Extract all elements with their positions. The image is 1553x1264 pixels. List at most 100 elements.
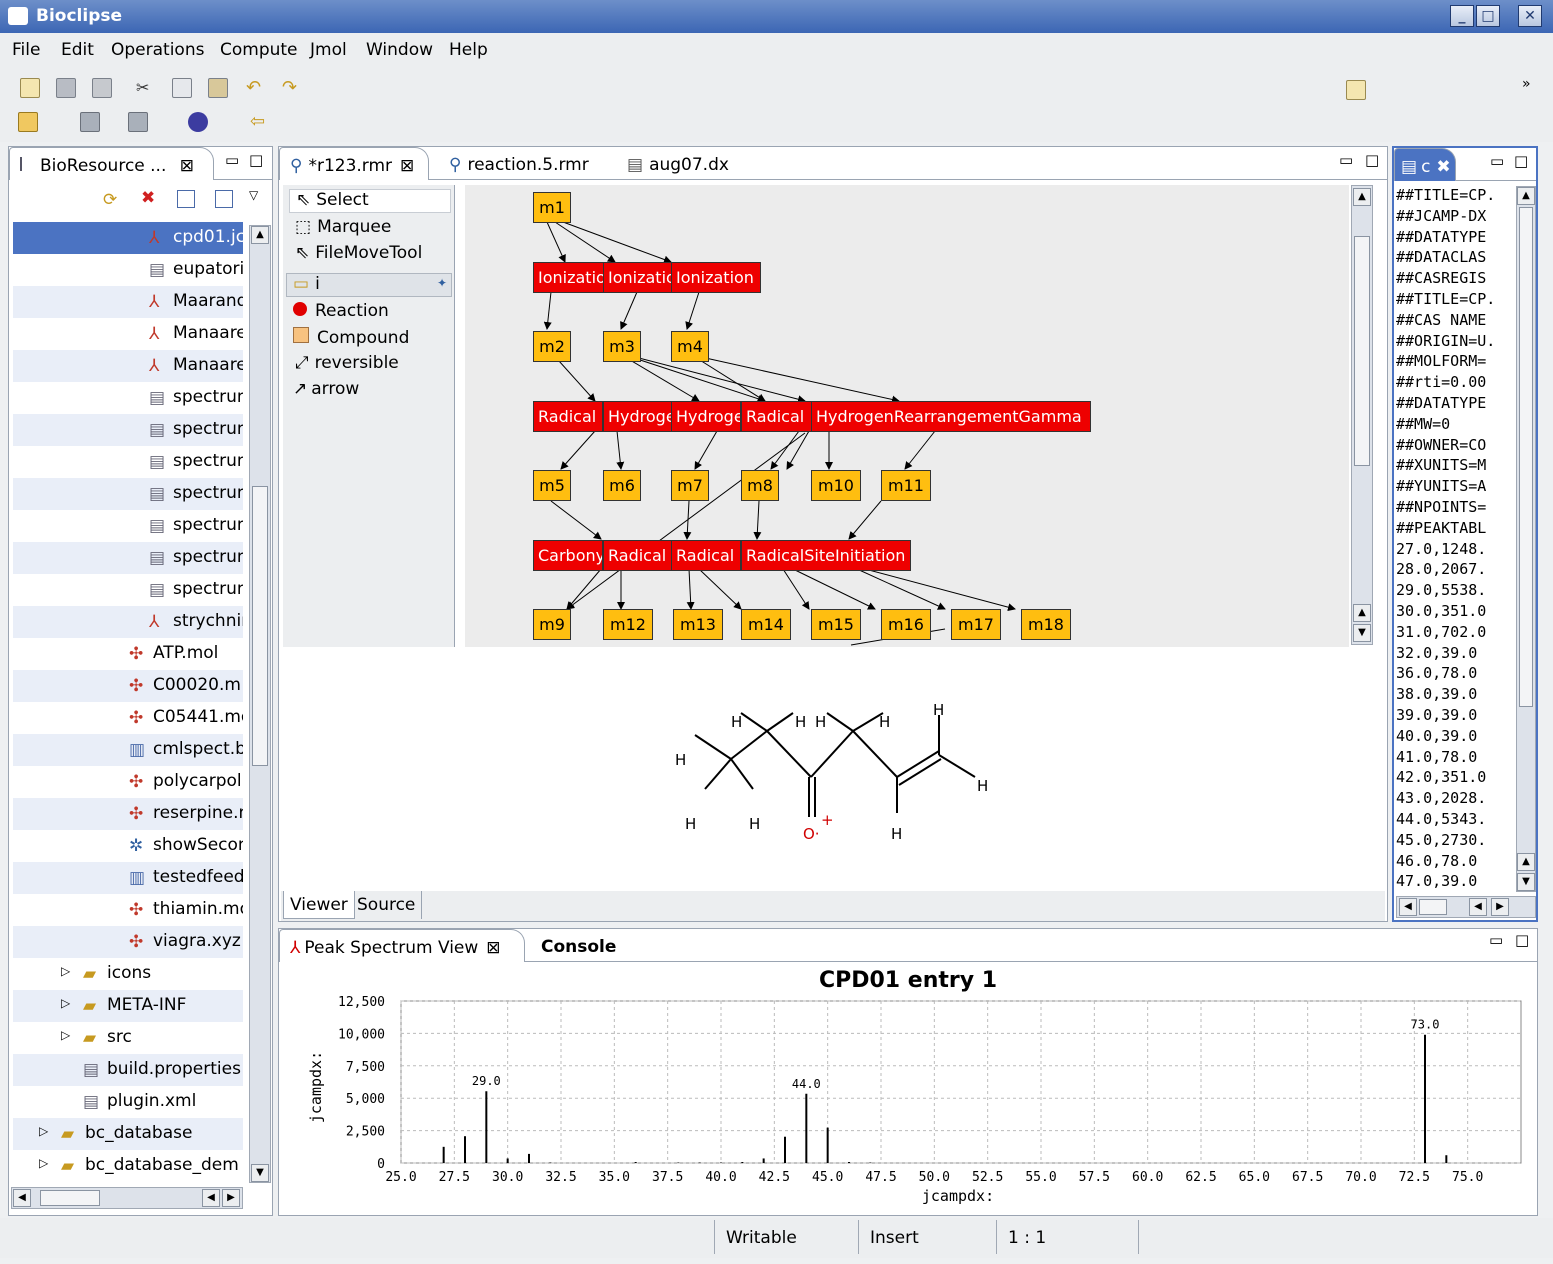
reaction-node[interactable]: RadicalSiteInitiation [741,540,911,571]
scroll-left-icon[interactable]: ◀ [13,1189,31,1207]
reaction-canvas[interactable]: m1 m2 m3 m4 m5 m6 m7 m8 m10 m11 m9 m12 m13 m14 m15 m16 m… [465,185,1349,647]
view-menu-icon[interactable]: ▽ [249,188,259,202]
molecule-node[interactable]: m13 [673,609,723,640]
tree-item[interactable]: ⅄ Manaare [13,318,243,350]
jcamp-text[interactable]: ##TITLE=CP. ##JCAMP-DX ##DATATYPE ##DATACLA… [1396,186,1514,892]
reaction-node[interactable]: Radical [603,540,673,571]
molecule-node[interactable]: m14 [741,609,791,640]
tree-item[interactable]: ▤ plugin.xml [13,1086,243,1118]
molecule-node[interactable]: m12 [603,609,653,640]
minimize-button[interactable]: _ [1450,5,1474,27]
scroll-up-icon[interactable]: ▲ [251,226,269,244]
reaction-node[interactable]: Ionizatio [533,262,605,293]
tree-item[interactable]: ▤ spectrum [13,446,243,478]
tab-viewer[interactable]: Viewer [283,891,355,919]
run-icon[interactable] [80,112,100,132]
tree-item[interactable]: ▤ eupatori [13,254,243,286]
tree-item[interactable]: ⅄ Manaare [13,350,243,382]
tab-aug07[interactable]: ▤ aug07.dx [617,147,767,180]
expand-arrow-icon[interactable]: ▷ [39,1124,49,1138]
new-icon[interactable] [20,78,40,98]
expand-arrow-icon[interactable]: ▷ [61,996,71,1010]
expand-arrow-icon[interactable]: ▷ [39,1156,49,1170]
scroll-right-icon-2[interactable]: ▶ [222,1189,240,1207]
paste-icon[interactable] [208,78,228,98]
scroll-down-icon-2[interactable]: ▼ [1353,624,1371,642]
scroll-thumb[interactable] [252,486,268,766]
scroll-right-icon[interactable]: ▶ [1491,898,1509,916]
molecule-node[interactable]: m9 [533,609,571,640]
jcamp-hscroll-thumb[interactable] [1419,899,1447,915]
scroll-down-icon[interactable]: ▼ [251,1164,269,1182]
cut-icon[interactable]: ✂ [136,78,150,97]
maximize-view-icon[interactable]: □ [1515,931,1530,949]
chevron-more-icon[interactable]: » [1522,76,1531,92]
tab-bioresource[interactable]: BioResource ... ⊠ [9,147,214,180]
molecule-node[interactable]: m4 [671,331,709,362]
molecule-node[interactable]: m5 [533,470,571,501]
tree-item[interactable]: ✣ thiamin.mol [13,894,243,926]
tab-r123[interactable]: ⚲ *r123.rmr ⊠ [279,147,429,180]
palette-marquee[interactable]: ⬚ Marquee [295,217,392,237]
delete-icon[interactable]: ✖ [141,188,156,208]
close-tab-icon[interactable]: ⊠ [179,156,195,176]
tree-item[interactable]: ⅄ cpd01.jc [13,222,243,254]
menu-edit[interactable]: Edit [61,40,94,60]
molecule-node[interactable]: m7 [671,470,709,501]
scroll-right-icon[interactable]: ◀ [202,1189,220,1207]
tree-item[interactable]: ▥ cmlspect.bi [13,734,243,766]
canvas-scroll-thumb[interactable] [1354,236,1370,466]
tree-vscrollbar[interactable]: ▲ ▼ [249,225,271,1183]
tree-item[interactable]: ✣ ATP.mol [13,638,243,670]
tree-item[interactable]: ⅄ Maarand [13,286,243,318]
menu-jmol[interactable]: Jmol [310,40,347,60]
structure-viewer[interactable]: H H H H H H H H H H O· + [281,649,1385,891]
expand-arrow-icon[interactable]: ▷ [61,1028,71,1042]
tree-item[interactable]: ▥ testedfeeds [13,862,243,894]
redo-icon[interactable]: ↷ [282,77,298,98]
palette-compound[interactable]: Compound [289,327,409,348]
minimize-view-icon[interactable]: ▭ [225,151,240,169]
menu-window[interactable]: Window [366,40,434,60]
spectrum-chart[interactable]: 25.0 27.5 30.0 32.5 35.0 37.5 40.0 42.5 45.0 47.5… [281,963,1535,1213]
molecule-node[interactable]: m8 [741,470,779,501]
tab-peak-spectrum[interactable]: ⅄ Peak Spectrum View ⊠ [279,929,525,962]
tree-item[interactable]: ✲ showSecon [13,830,243,862]
print-icon[interactable] [92,78,112,98]
molecule-node[interactable]: m3 [603,331,641,362]
reaction-node[interactable]: Hydroge [603,401,673,432]
tree-item[interactable]: ✣ reserpine.m [13,798,243,830]
reaction-node[interactable]: Carbony [533,540,603,571]
molecule-node[interactable]: m15 [811,609,861,640]
tab-console[interactable]: Console [541,937,617,957]
tree-item[interactable]: ▤ spectrum [13,542,243,574]
minimize-view-icon[interactable]: ▭ [1489,931,1504,949]
tree-item[interactable]: ▤ spectrum [13,574,243,606]
molecule-node[interactable]: m2 [533,331,571,362]
minimize-view-icon[interactable]: ▭ [1490,152,1505,170]
palette-arrow[interactable]: ↗ arrow [293,379,360,399]
scroll-up-icon[interactable]: ▲ [1353,188,1371,206]
jcamp-scroll-thumb[interactable] [1519,207,1533,707]
tree-item[interactable]: ▷ ▰ META-INF [13,990,243,1022]
close-button[interactable]: ✕ [1518,5,1542,27]
pin-icon[interactable]: ✦ [436,276,447,290]
tab-jcamp[interactable]: ▤ c ✖ [1394,148,1456,181]
reaction-node[interactable]: Radical [671,540,741,571]
tree-item[interactable]: ▤ spectrum [13,478,243,510]
tree-item[interactable]: ✣ polycarpol.r [13,766,243,798]
reaction-node[interactable]: Radical [533,401,603,432]
collapse-all-icon[interactable] [215,190,233,208]
save-icon[interactable] [56,78,76,98]
tree-item[interactable]: ▷ ▰ bc_database_dem [13,1150,243,1182]
tree-item[interactable]: ▤ spectrum [13,510,243,542]
tree-item[interactable]: ✣ C05441.mo [13,702,243,734]
menu-operations[interactable]: Operations [111,40,205,60]
reaction-node[interactable]: Radical [741,401,813,432]
close-tab-icon[interactable]: ⊠ [486,938,501,958]
scroll-up-icon[interactable]: ▲ [1517,187,1535,205]
jcamp-hscrollbar[interactable]: ◀ ◀ ▶ [1396,896,1536,918]
tab-reaction5[interactable]: ⚲ reaction.5.rmr [439,147,609,180]
back-icon[interactable]: ⇦ [250,111,266,132]
maximize-view-icon[interactable]: □ [249,151,264,169]
